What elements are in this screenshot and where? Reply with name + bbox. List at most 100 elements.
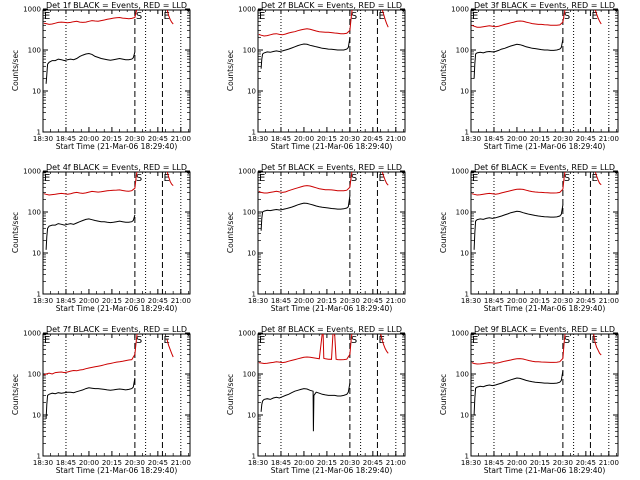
x-tick-label: 18:30 [33,135,53,143]
x-tick-label: 20:30 [553,297,573,305]
x-tick-label: 20:30 [553,135,573,143]
x-tick-label: 20:45 [576,459,596,467]
y-tick-label: 1000 [451,168,469,176]
marker-label: S [136,173,142,184]
events-series-line [473,204,564,250]
lld-series-line [258,334,323,365]
y-tick-label: 10 [247,250,256,258]
lld-series-line [594,172,602,186]
x-tick-label: 20:45 [576,135,596,143]
chart-panel-3: Det 3f BLACK = Events, RED = LLD 1 10 100 10… [439,1,619,151]
marker-label: E [472,11,478,22]
y-tick-label: 10 [32,88,41,96]
y-axis-title: Counts/sec [439,50,448,91]
y-tick-label: 1 [252,453,256,461]
x-tick-label: 18:45 [271,459,291,467]
marker-label: S [351,335,357,346]
marker-label: E [259,335,265,346]
plot-frame [257,333,406,457]
x-tick-label: 21:00 [386,135,406,143]
lld-series-line [166,172,174,186]
y-tick-label: 100 [28,209,41,217]
y-axis-title: Counts/sec [11,212,20,253]
x-tick-label: 18:30 [248,459,268,467]
y-tick-label: 1 [465,129,469,137]
plot-frame [257,171,406,295]
x-tick-label: 20:15 [102,297,122,305]
plot-frame [42,171,191,295]
x-axis-title: Start Time (21-Mar-06 18:29:40) [484,466,606,475]
y-axis-title: Counts/sec [226,374,235,415]
y-tick-label: 1000 [451,6,469,14]
y-tick-label: 100 [28,47,41,55]
x-tick-label: 20:30 [125,135,145,143]
lld-series-line [43,334,138,376]
x-tick-label: 20:00 [79,459,99,467]
events-series-line [260,195,351,231]
x-tick-label: 20:45 [576,297,596,305]
x-tick-label: 21:00 [171,135,191,143]
x-tick-label: 18:45 [56,135,76,143]
y-axis-title: Counts/sec [11,50,20,91]
x-tick-label: 20:45 [148,459,168,467]
lld-series-line [258,172,353,194]
y-tick-label: 10 [32,412,41,420]
chart-panel-7: Det 7f BLACK = Events, RED = LLD 1 10 100 10… [11,325,191,475]
x-tick-label: 20:30 [340,135,360,143]
y-axis-title: Counts/sec [439,212,448,253]
chart-title: Det 1f BLACK = Events, RED = LLD [46,1,187,10]
marker-label: S [136,335,142,346]
x-tick-label: 18:30 [461,135,481,143]
chart-title: Det 2f BLACK = Events, RED = LLD [261,1,402,10]
chart-panel-4: Det 4f BLACK = Events, RED = LLD 1 10 100 10… [11,163,191,313]
x-tick-label: 18:45 [56,297,76,305]
x-tick-label: 20:45 [363,135,383,143]
marker-label: E [163,335,169,346]
marker-label: E [591,11,597,22]
marker-label: E [591,173,597,184]
x-tick-label: 18:30 [248,297,268,305]
chart-title: Det 4f BLACK = Events, RED = LLD [46,163,187,172]
x-tick-label: 21:00 [599,459,619,467]
marker-label: S [136,11,142,22]
y-tick-label: 1000 [23,168,41,176]
y-tick-label: 1 [252,291,256,299]
x-tick-label: 20:45 [148,135,168,143]
y-tick-label: 100 [456,371,469,379]
y-axis-title: Counts/sec [226,212,235,253]
lld-series-line [594,10,602,25]
y-axis-title: Counts/sec [439,374,448,415]
x-tick-label: 20:15 [317,459,337,467]
lld-series-line [381,172,389,186]
events-series-line [45,51,136,84]
x-tick-label: 21:00 [171,459,191,467]
lld-series-line [471,334,566,365]
y-tick-label: 1000 [23,330,41,338]
chart-panel-8: Det 8f BLACK = Events, RED = LLD 1 10 100 10… [226,325,406,475]
x-axis-title: Start Time (21-Mar-06 18:29:40) [56,304,178,313]
marker-label: E [378,335,384,346]
x-tick-label: 21:00 [599,297,619,305]
y-tick-label: 1000 [238,168,256,176]
x-tick-label: 20:30 [125,459,145,467]
lld-series-line [471,172,566,196]
marker-label: E [163,11,169,22]
y-tick-label: 1000 [23,6,41,14]
y-tick-label: 1 [37,453,41,461]
x-axis-title: Start Time (21-Mar-06 18:29:40) [271,142,393,151]
x-tick-label: 18:30 [33,459,53,467]
x-tick-label: 18:30 [461,297,481,305]
marker-label: E [163,173,169,184]
x-tick-label: 18:30 [33,297,53,305]
x-axis-title: Start Time (21-Mar-06 18:29:40) [484,304,606,313]
y-tick-label: 1000 [451,330,469,338]
y-tick-label: 10 [247,88,256,96]
x-tick-label: 20:15 [102,135,122,143]
x-tick-label: 18:45 [484,135,504,143]
x-tick-label: 20:45 [148,297,168,305]
y-tick-label: 10 [460,250,469,258]
marker-label: E [472,173,478,184]
events-series-line [45,214,136,250]
chart-panel-6: Det 6f BLACK = Events, RED = LLD 1 10 100 10… [439,163,619,313]
